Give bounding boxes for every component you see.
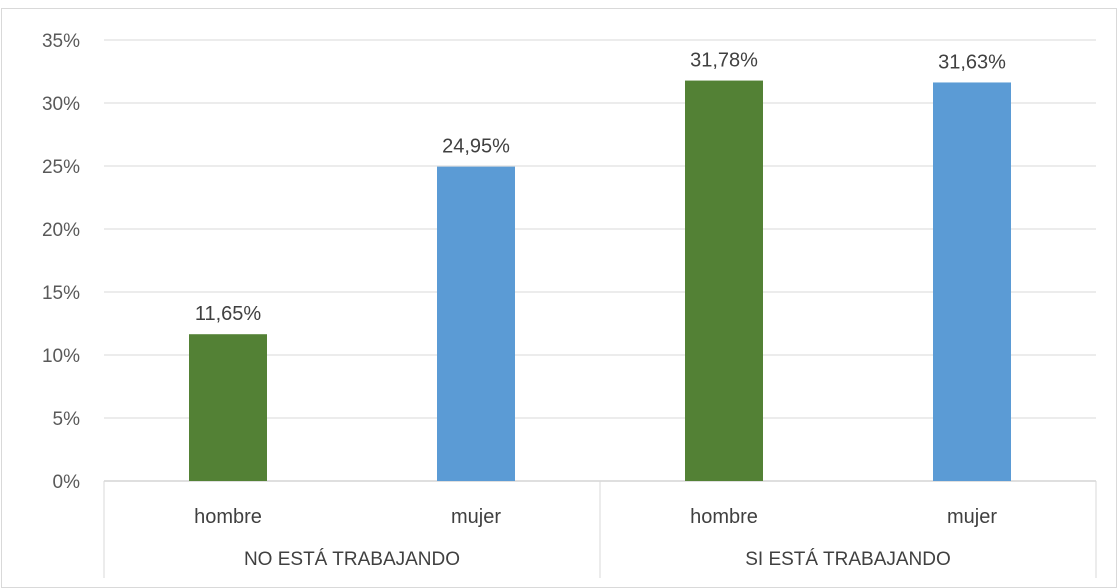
bar-mujer-si-trabajando — [933, 82, 1011, 481]
y-tick-label: 0% — [53, 472, 81, 493]
chart-frame — [1, 8, 1117, 588]
y-tick-label: 5% — [53, 409, 81, 430]
x-group-label: NO ESTÁ TRABAJANDO — [244, 549, 460, 570]
x-category-label: hombre — [690, 506, 758, 528]
y-tick-label: 25% — [42, 157, 80, 178]
data-label: 31,63% — [938, 51, 1006, 73]
bar-hombre-no-trabajando — [189, 334, 267, 481]
bar-hombre-si-trabajando — [685, 80, 763, 482]
x-group-label: SI ESTÁ TRABAJANDO — [745, 549, 951, 570]
y-tick-label: 20% — [42, 220, 80, 241]
y-tick-label: 10% — [42, 346, 80, 367]
y-tick-label: 35% — [42, 31, 80, 52]
data-labels: 11,65% 24,95% 31,78% 31,63% — [195, 50, 1006, 326]
data-label: 31,78% — [690, 50, 758, 72]
y-tick-label: 30% — [42, 94, 80, 115]
y-tick-label: 15% — [42, 283, 80, 304]
x-category-label: hombre — [194, 506, 262, 528]
bar-mujer-no-trabajando — [437, 166, 515, 481]
data-label: 11,65% — [195, 303, 262, 325]
y-axis-ticks: 0% 5% 10% 15% 20% 25% 30% 35% — [42, 31, 80, 493]
bars — [189, 80, 1011, 482]
x-axis: hombre mujer hombre mujer NO ESTÁ TRABAJANDO… — [103, 481, 1097, 578]
x-category-label: mujer — [451, 506, 501, 528]
x-category-label: mujer — [947, 506, 997, 528]
data-label: 24,95% — [442, 136, 510, 158]
gridlines — [104, 39, 1096, 482]
